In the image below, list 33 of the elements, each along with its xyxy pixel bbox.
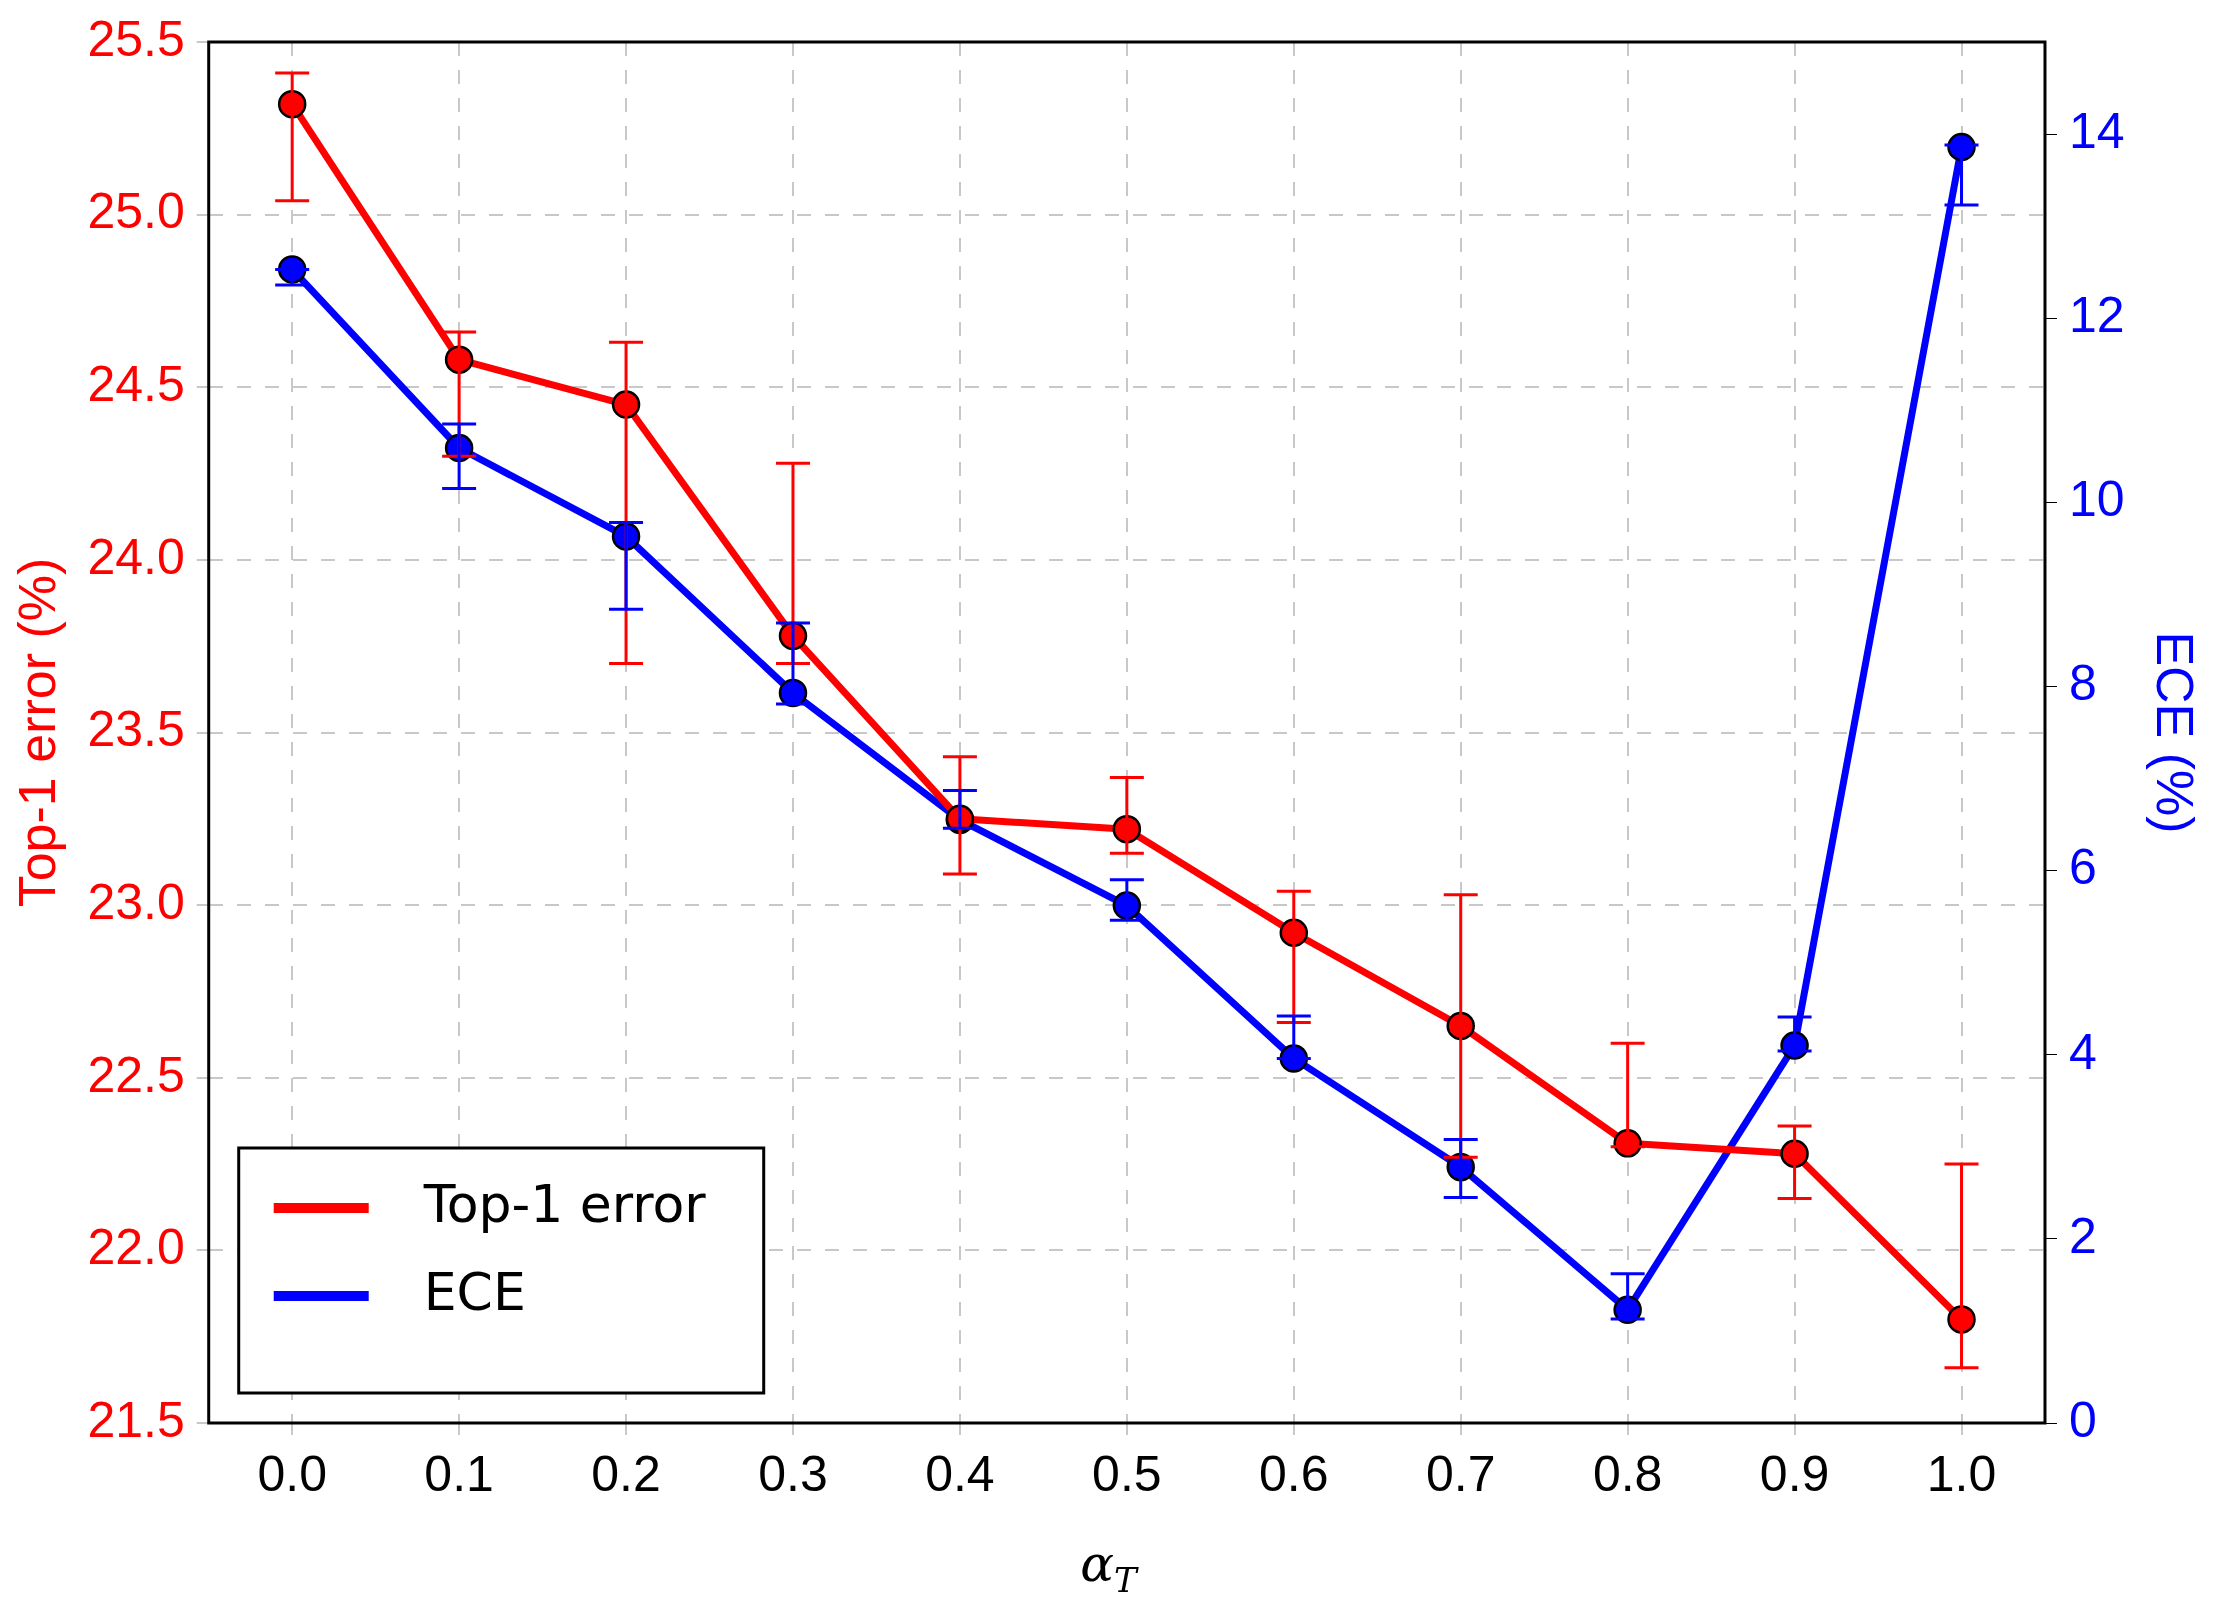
x-axis-title: α$_{T}$ xyxy=(1079,1535,1140,1600)
y2-tick-label: 2 xyxy=(2068,1207,2097,1264)
y-tick-label: 23.0 xyxy=(87,873,185,930)
x-tick-label: 0.1 xyxy=(424,1445,494,1502)
y-tick-label: 24.0 xyxy=(87,528,185,585)
y2-tick-label: 8 xyxy=(2068,655,2097,712)
legend-label: ECE xyxy=(423,1261,526,1322)
x-tick-label: 0.6 xyxy=(1259,1445,1329,1502)
x-tick-label: 0.9 xyxy=(1759,1445,1830,1502)
y2-tick-label: 14 xyxy=(2068,102,2125,159)
y2-tick-label: 12 xyxy=(2068,286,2125,343)
x-tick-label: 0.3 xyxy=(758,1445,828,1502)
y2-tick-label: 4 xyxy=(2068,1023,2097,1080)
legend-label: Top-1 error xyxy=(422,1173,707,1234)
x-tick-label: 0.7 xyxy=(1425,1445,1496,1502)
x-tick-label: 0.4 xyxy=(925,1445,995,1502)
x-tick-label: 0.0 xyxy=(257,1445,327,1502)
y-tick-label: 23.5 xyxy=(87,701,185,758)
y-tick-label: 25.5 xyxy=(87,10,185,67)
y2-tick-label: 6 xyxy=(2068,839,2097,896)
y-tick-label: 25.0 xyxy=(87,183,185,240)
y-tick-label: 22.0 xyxy=(87,1219,185,1276)
y2-axis-title: ECE (%) xyxy=(2146,631,2205,834)
y2-tick-label: 10 xyxy=(2068,471,2125,528)
x-tick-label: 0.5 xyxy=(1092,1445,1162,1502)
y2-tick-label: 0 xyxy=(2068,1391,2097,1448)
x-tick-label: 0.8 xyxy=(1592,1445,1663,1502)
x-tick-label: 0.2 xyxy=(591,1445,661,1502)
y-axis-title: Top-1 error (%) xyxy=(7,557,66,908)
y-tick-label: 21.5 xyxy=(87,1391,185,1448)
y-tick-label: 24.5 xyxy=(87,356,185,413)
x-tick-label: 1.0 xyxy=(1926,1445,1997,1502)
y-tick-label: 22.5 xyxy=(87,1046,185,1103)
